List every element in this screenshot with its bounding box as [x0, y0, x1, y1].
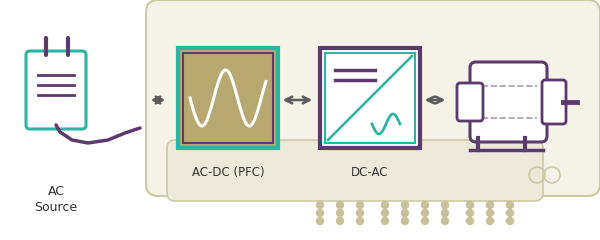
Circle shape	[356, 210, 364, 216]
FancyBboxPatch shape	[542, 80, 566, 124]
FancyBboxPatch shape	[146, 0, 600, 196]
Circle shape	[442, 210, 449, 216]
Circle shape	[467, 202, 473, 209]
Circle shape	[467, 217, 473, 224]
Circle shape	[317, 217, 323, 224]
Circle shape	[382, 217, 389, 224]
Text: AC-DC (PFC): AC-DC (PFC)	[191, 166, 265, 179]
Circle shape	[421, 217, 428, 224]
Circle shape	[506, 217, 514, 224]
FancyBboxPatch shape	[457, 83, 483, 121]
Circle shape	[487, 202, 493, 209]
Circle shape	[442, 202, 449, 209]
Circle shape	[356, 202, 364, 209]
Circle shape	[337, 217, 343, 224]
Text: DC-AC: DC-AC	[351, 166, 389, 179]
Circle shape	[317, 202, 323, 209]
Circle shape	[382, 210, 389, 216]
Circle shape	[401, 210, 409, 216]
FancyBboxPatch shape	[178, 48, 278, 148]
Circle shape	[467, 210, 473, 216]
Circle shape	[401, 217, 409, 224]
Circle shape	[506, 202, 514, 209]
Circle shape	[382, 202, 389, 209]
Circle shape	[442, 217, 449, 224]
Circle shape	[506, 210, 514, 216]
Circle shape	[487, 217, 493, 224]
FancyBboxPatch shape	[167, 140, 543, 201]
Circle shape	[317, 210, 323, 216]
Circle shape	[356, 217, 364, 224]
Circle shape	[401, 202, 409, 209]
Circle shape	[337, 202, 343, 209]
Circle shape	[421, 210, 428, 216]
Circle shape	[487, 210, 493, 216]
FancyBboxPatch shape	[26, 51, 86, 129]
Circle shape	[337, 210, 343, 216]
Circle shape	[421, 202, 428, 209]
Text: AC
Source: AC Source	[34, 185, 77, 214]
FancyBboxPatch shape	[470, 62, 547, 142]
FancyBboxPatch shape	[320, 48, 420, 148]
